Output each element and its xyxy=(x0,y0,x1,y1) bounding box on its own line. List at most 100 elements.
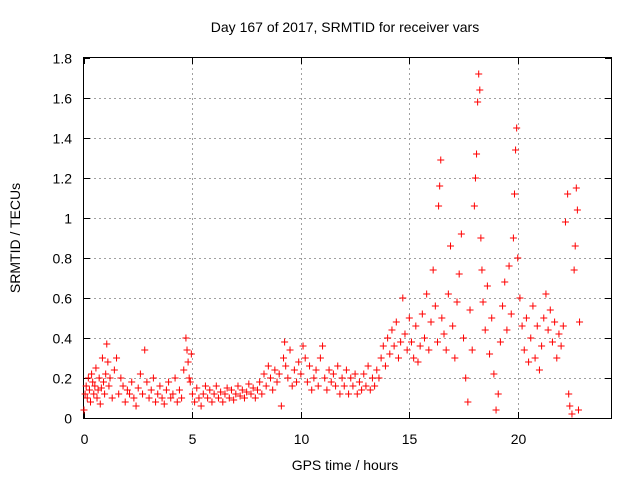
data-point xyxy=(84,374,92,382)
data-point xyxy=(290,366,298,374)
data-point xyxy=(362,382,370,390)
data-point xyxy=(87,398,95,406)
data-point xyxy=(490,370,498,378)
data-point xyxy=(546,306,554,314)
data-point xyxy=(277,402,285,410)
data-point xyxy=(100,378,108,386)
data-point xyxy=(208,398,216,406)
data-point xyxy=(119,382,127,390)
data-point xyxy=(437,156,445,164)
data-point xyxy=(471,174,479,182)
data-point xyxy=(245,380,253,388)
data-point xyxy=(542,290,550,298)
data-point xyxy=(503,326,511,334)
data-point xyxy=(358,386,366,394)
x-axis-label: GPS time / hours xyxy=(292,457,399,473)
data-point xyxy=(360,370,368,378)
data-point xyxy=(316,354,324,362)
data-point xyxy=(284,374,292,382)
data-point xyxy=(418,310,426,318)
data-point xyxy=(336,390,344,398)
data-point xyxy=(312,366,320,374)
data-point xyxy=(520,346,528,354)
data-point xyxy=(183,346,191,354)
data-point xyxy=(557,342,565,350)
data-point xyxy=(375,374,383,382)
data-point xyxy=(368,374,376,382)
data-point xyxy=(332,382,340,390)
data-point xyxy=(329,370,337,378)
data-point xyxy=(152,398,160,406)
data-point xyxy=(184,358,192,366)
y-tick-label: 0.2 xyxy=(53,371,73,387)
data-point xyxy=(206,386,214,394)
data-point xyxy=(102,370,110,378)
data-point xyxy=(538,342,546,350)
data-point xyxy=(492,406,500,414)
data-point xyxy=(98,354,106,362)
data-point xyxy=(574,406,582,414)
data-point xyxy=(464,398,472,406)
data-point xyxy=(494,390,502,398)
data-point xyxy=(173,398,181,406)
data-point xyxy=(156,382,164,390)
data-point xyxy=(132,402,140,410)
data-point xyxy=(540,314,548,322)
data-point xyxy=(401,330,409,338)
data-point xyxy=(403,346,411,354)
data-point xyxy=(435,202,443,210)
data-point xyxy=(167,394,175,402)
data-point xyxy=(101,390,109,398)
data-point xyxy=(280,354,288,362)
data-point xyxy=(388,326,396,334)
data-point xyxy=(256,378,264,386)
data-point xyxy=(327,378,335,386)
data-point xyxy=(407,338,415,346)
data-point xyxy=(230,396,238,404)
data-point xyxy=(565,390,573,398)
data-point xyxy=(481,326,489,334)
data-point xyxy=(373,366,381,374)
data-point xyxy=(379,342,387,350)
y-tick-label: 1.2 xyxy=(53,171,73,187)
data-point xyxy=(201,382,209,390)
data-point xyxy=(281,338,289,346)
data-point xyxy=(410,354,418,362)
data-point xyxy=(262,382,270,390)
data-point xyxy=(130,394,138,402)
data-point xyxy=(466,306,474,314)
data-point xyxy=(154,390,162,398)
data-point xyxy=(531,354,539,362)
data-point xyxy=(236,392,244,400)
data-point xyxy=(447,242,455,250)
data-point xyxy=(185,374,193,382)
data-point xyxy=(440,330,448,338)
data-point xyxy=(381,362,389,370)
data-point xyxy=(97,384,105,392)
x-tick-label: 0 xyxy=(81,431,89,447)
data-point xyxy=(338,374,346,382)
data-points xyxy=(80,70,584,418)
data-point xyxy=(306,362,314,370)
data-point xyxy=(115,390,123,398)
data-point xyxy=(269,386,277,394)
data-point xyxy=(486,350,494,358)
data-point xyxy=(143,378,151,386)
data-point xyxy=(221,390,229,398)
data-point xyxy=(191,398,199,406)
data-point xyxy=(267,374,275,382)
data-point xyxy=(88,370,96,378)
data-point xyxy=(212,382,220,390)
data-point xyxy=(85,386,93,394)
data-point xyxy=(476,86,484,94)
data-point xyxy=(483,282,491,290)
data-point xyxy=(187,350,195,358)
data-point xyxy=(392,318,400,326)
data-point xyxy=(92,364,100,372)
plot-frame xyxy=(83,57,612,419)
data-point xyxy=(460,334,468,342)
data-point xyxy=(551,318,559,326)
data-point xyxy=(319,342,327,350)
data-point xyxy=(507,310,515,318)
data-point xyxy=(314,382,322,390)
